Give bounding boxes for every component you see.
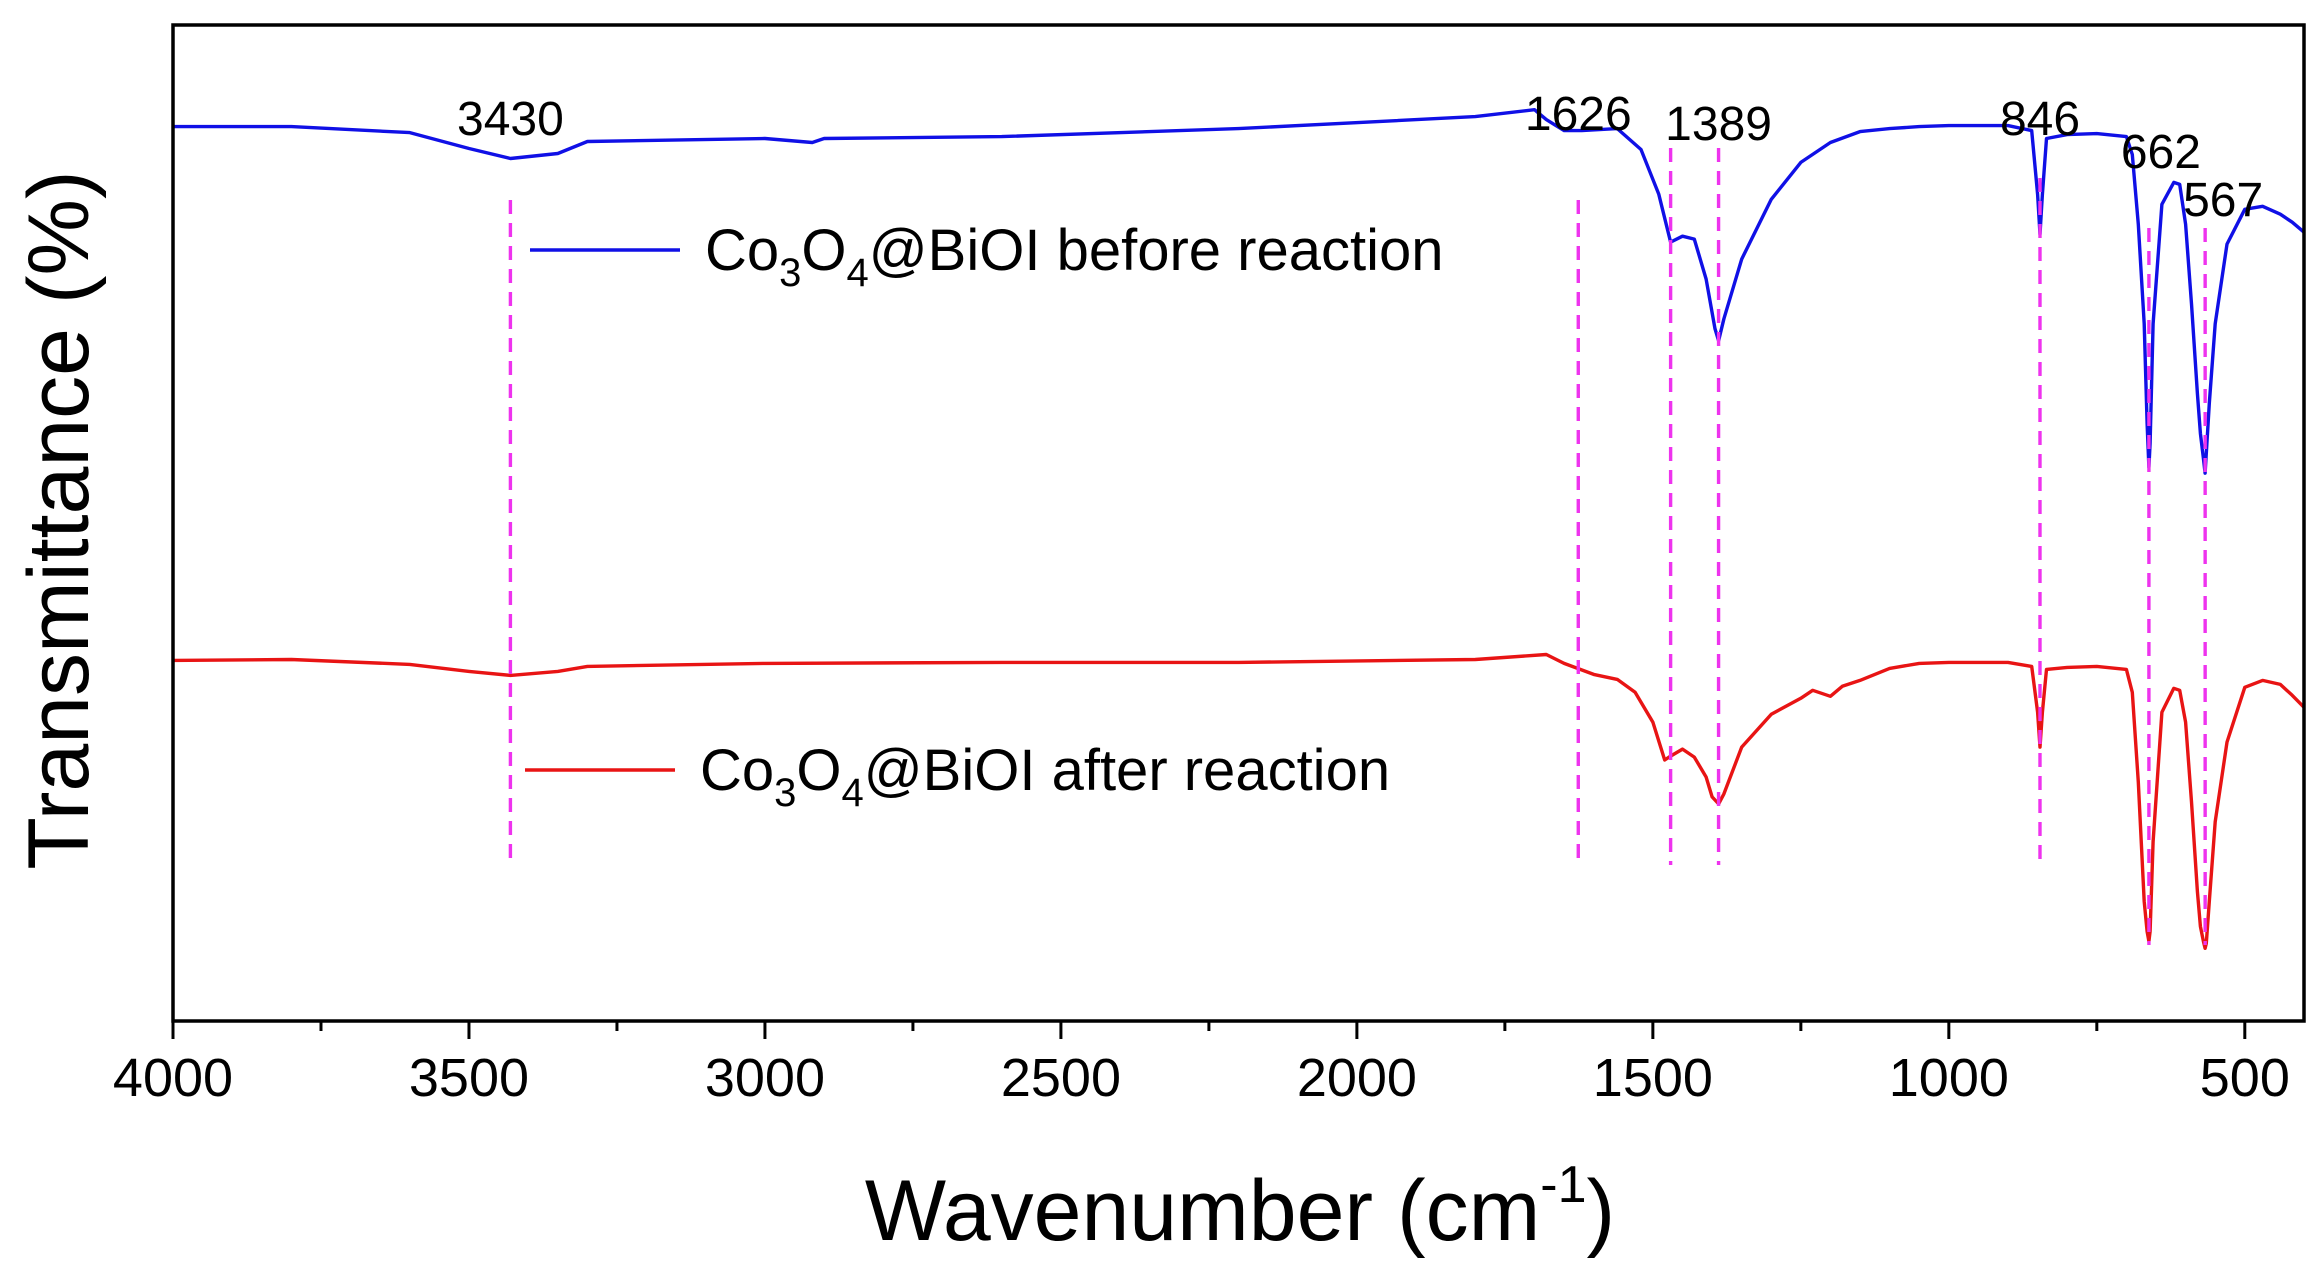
x-tick-label-2500: 2500 xyxy=(1001,1048,1121,1108)
series-lines-layer xyxy=(172,107,2306,950)
legend-part-4: @BiOI before reaction xyxy=(869,218,1444,283)
peak-label-846: 846 xyxy=(2000,93,2080,146)
y-axis-title: Transmittance (%) xyxy=(11,170,107,869)
x-axis-title-sup: -1 xyxy=(1540,1156,1586,1214)
legend-part-2: O xyxy=(796,738,841,803)
legend-part-3: 4 xyxy=(847,251,869,295)
legend-part-0: Co xyxy=(700,738,774,803)
peak-label-3430: 3430 xyxy=(457,93,564,146)
peak-label-662: 662 xyxy=(2121,126,2201,179)
series-line-after-reaction xyxy=(172,652,2306,950)
legend-part-3: 4 xyxy=(842,771,864,815)
plot-frame xyxy=(171,23,2306,1023)
legend-part-1: 3 xyxy=(779,251,801,295)
x-tick-label-1500: 1500 xyxy=(1593,1048,1713,1108)
legend-part-1: 3 xyxy=(774,771,796,815)
x-tick-label-4000: 4000 xyxy=(113,1048,233,1108)
x-axis-ticks xyxy=(171,1021,2247,1039)
legend-part-4: @BiOI after reaction xyxy=(864,738,1390,803)
legend-label-after-reaction: Co3O4@BiOI after reaction xyxy=(700,738,1390,815)
x-tick-label-3500: 3500 xyxy=(409,1048,529,1108)
peak-label-1389: 1389 xyxy=(1665,98,1772,151)
legend-label-before-reaction: Co3O4@BiOI before reaction xyxy=(705,218,1444,295)
legend-part-0: Co xyxy=(705,218,779,283)
x-axis-tick-labels: 4000 3500 3000 2500 2000 1500 1000 500 xyxy=(113,1048,2290,1108)
x-axis-title: Wavenumber (cm-1) xyxy=(865,1156,1615,1259)
x-tick-label-500: 500 xyxy=(2200,1048,2290,1108)
legend-part-2: O xyxy=(801,218,846,283)
x-tick-label-2000: 2000 xyxy=(1297,1048,1417,1108)
x-axis-title-end: ) xyxy=(1587,1163,1616,1259)
x-tick-label-3000: 3000 xyxy=(705,1048,825,1108)
x-tick-label-1000: 1000 xyxy=(1889,1048,2009,1108)
peak-label-1626: 1626 xyxy=(1525,88,1632,141)
series-line-before-reaction xyxy=(173,107,2306,475)
peak-label-567: 567 xyxy=(2183,174,2263,227)
x-axis-title-main: Wavenumber (cm xyxy=(865,1163,1540,1259)
